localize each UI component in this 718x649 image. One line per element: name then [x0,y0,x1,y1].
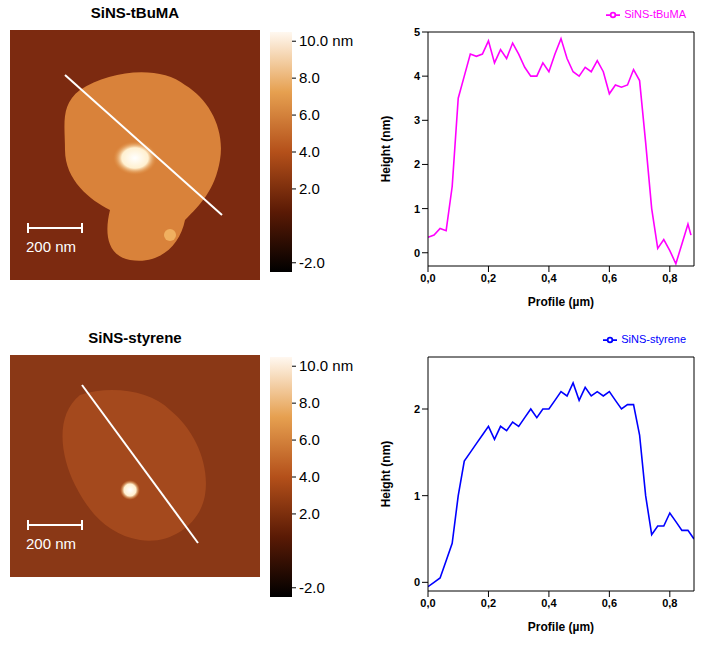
svg-text:Profile (µm): Profile (µm) [528,620,594,634]
svg-text:2: 2 [414,403,420,415]
svg-text:0,2: 0,2 [481,597,496,609]
svg-text:6.0: 6.0 [299,431,320,448]
svg-text:4: 4 [414,70,421,82]
svg-text:2.0: 2.0 [299,180,320,197]
svg-text:2: 2 [414,158,420,170]
svg-text:0,4: 0,4 [541,272,557,284]
html-text:SiNS-styrene: SiNS-styrene [88,329,182,346]
svg-text:10.0 nm: 10.0 nm [299,32,353,49]
svg-text:2.0: 2.0 [299,505,320,522]
svg-text:1: 1 [414,203,420,215]
svg-text:8.0: 8.0 [299,394,320,411]
svg-text:0,0: 0,0 [420,597,435,609]
html-text:SiNS-styrene: SiNS-styrene [621,333,686,345]
svg-text:0,8: 0,8 [662,272,677,284]
svg-text:5: 5 [414,26,420,38]
svg-text:-2.0: -2.0 [299,579,325,596]
svg-text:4.0: 4.0 [299,143,320,160]
svg-text:0,6: 0,6 [602,597,617,609]
svg-text:0: 0 [414,247,420,259]
svg-text:6.0: 6.0 [299,106,320,123]
svg-text:Profile (µm): Profile (µm) [528,295,594,309]
svg-text:0,6: 0,6 [602,272,617,284]
svg-text:200 nm: 200 nm [26,238,76,255]
svg-text:0,8: 0,8 [662,597,677,609]
svg-text:0: 0 [414,576,420,588]
svg-text:3: 3 [414,114,420,126]
svg-text:10.0 nm: 10.0 nm [299,357,353,374]
svg-text:-2.0: -2.0 [299,254,325,271]
svg-text:200 nm: 200 nm [26,535,76,552]
svg-text:4.0: 4.0 [299,468,320,485]
svg-text:Height (nm): Height (nm) [379,441,393,508]
svg-text:8.0: 8.0 [299,69,320,86]
svg-text:0,2: 0,2 [481,272,496,284]
html-text:SiNS-tBuMA: SiNS-tBuMA [624,8,686,20]
html-text:SiNS-tBuMA: SiNS-tBuMA [90,4,180,21]
svg-text:Height (nm): Height (nm) [379,116,393,183]
svg-text:1: 1 [414,490,420,502]
svg-text:0,0: 0,0 [420,272,435,284]
svg-text:0,4: 0,4 [541,597,557,609]
